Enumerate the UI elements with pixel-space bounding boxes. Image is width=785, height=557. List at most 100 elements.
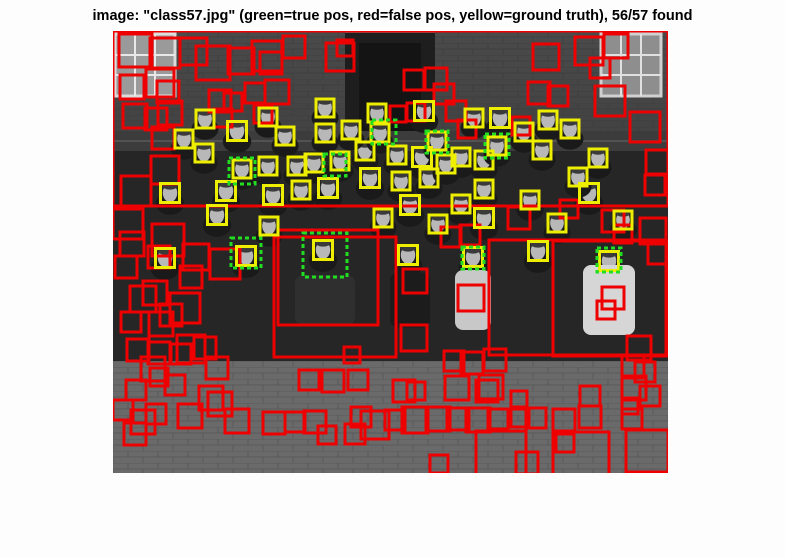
ground-truth-box	[427, 213, 449, 235]
false-positive-box	[400, 405, 430, 435]
false-positive-box	[169, 342, 193, 366]
false-positive-box	[281, 34, 307, 60]
false-positive-box	[178, 264, 204, 290]
ground-truth-box	[578, 182, 600, 204]
false-positive-box	[342, 345, 362, 365]
false-positive-box	[343, 422, 367, 446]
false-positive-box	[119, 310, 143, 334]
false-positive-box	[158, 302, 184, 328]
false-positive-box	[250, 39, 284, 73]
ground-truth-box	[354, 140, 376, 162]
ground-truth-box	[513, 121, 535, 143]
false-positive-box	[222, 91, 244, 113]
false-positive-box	[487, 238, 668, 357]
false-positive-box	[194, 44, 232, 82]
false-positive-box	[207, 88, 233, 114]
false-positive-box	[531, 42, 561, 72]
true-positive-box	[229, 236, 263, 270]
false-positive-box	[644, 148, 668, 176]
false-positive-box	[176, 402, 204, 430]
false-positive-box	[602, 32, 630, 60]
false-positive-box	[424, 405, 452, 433]
person-torso	[390, 272, 430, 328]
false-positive-box	[383, 408, 407, 432]
ground-truth-box	[173, 128, 195, 150]
ground-truth-box	[418, 167, 440, 189]
ground-truth-box	[193, 142, 215, 164]
ground-truth-box	[274, 125, 296, 147]
ground-truth-box	[314, 122, 336, 144]
ground-truth-box	[537, 109, 559, 131]
false-positive-box	[258, 50, 284, 76]
false-positive-box	[514, 450, 540, 473]
false-positive-box	[263, 78, 291, 106]
ground-truth-box	[206, 204, 228, 226]
detection-figure	[113, 31, 668, 473]
false-positive-box	[595, 299, 617, 321]
ground-truth-box	[450, 193, 472, 215]
false-positive-box	[551, 430, 611, 473]
person-torso	[295, 275, 355, 325]
false-positive-box	[628, 110, 662, 144]
false-positive-box	[276, 228, 380, 327]
ground-truth-box	[473, 178, 495, 200]
false-positive-box	[546, 84, 570, 108]
true-positive-box	[460, 245, 486, 271]
false-positive-box	[128, 284, 158, 314]
false-positive-box	[117, 32, 154, 69]
ground-truth-box	[486, 135, 508, 157]
false-positive-box	[612, 223, 634, 245]
ground-truth-box	[587, 147, 609, 169]
false-positive-box	[125, 337, 151, 363]
false-positive-box	[445, 406, 471, 432]
false-positive-box	[506, 205, 532, 231]
ground-truth-box	[314, 97, 336, 119]
ground-truth-box	[317, 177, 339, 199]
ground-truth-box	[359, 167, 381, 189]
false-positive-box	[148, 36, 182, 70]
false-positive-box	[509, 389, 529, 409]
false-positive-box	[474, 429, 528, 473]
false-positive-box	[432, 82, 456, 106]
false-positive-box	[593, 84, 627, 118]
ground-truth-box	[411, 146, 433, 168]
ground-truth-box	[372, 207, 394, 229]
ground-truth-box	[159, 182, 181, 204]
figure-title: image: "class57.jpg" (green=true pos, re…	[92, 8, 693, 24]
ground-truth-box	[598, 250, 620, 272]
false-positive-box	[477, 373, 505, 401]
false-positive-box	[144, 67, 176, 99]
false-positive-box	[119, 174, 153, 208]
false-positive-box	[401, 267, 429, 295]
ground-truth-box	[559, 118, 581, 140]
false-positive-box	[486, 407, 510, 431]
ground-truth-box	[397, 244, 419, 266]
ground-truth-box	[546, 212, 568, 234]
ground-truth-box	[462, 246, 484, 268]
false-positive-box	[252, 103, 274, 125]
false-positive-box	[551, 407, 577, 433]
ground-truth-box	[215, 180, 237, 202]
false-positive-box	[510, 115, 532, 137]
false-positive-box	[456, 118, 478, 140]
false-positive-box	[113, 207, 145, 241]
false-positive-box	[168, 291, 202, 325]
ground-truth-box	[450, 146, 472, 168]
false-positive-box	[146, 340, 172, 366]
false-positive-box	[646, 242, 668, 266]
ground-truth-box	[531, 139, 553, 161]
false-positive-box	[316, 424, 338, 446]
true-positive-box	[301, 231, 349, 279]
false-positive-box	[428, 453, 450, 473]
detection-boxes	[113, 31, 668, 473]
true-positive-box	[370, 118, 398, 146]
ground-truth-box	[231, 158, 253, 180]
false-positive-box	[197, 384, 225, 412]
false-positive-box	[439, 225, 463, 249]
false-positive-box	[558, 198, 580, 220]
false-positive-box	[118, 230, 146, 258]
ground-truth-box	[290, 179, 312, 201]
ground-truth-box	[303, 152, 325, 174]
false-positive-box	[391, 378, 417, 404]
false-positive-box	[118, 73, 146, 101]
